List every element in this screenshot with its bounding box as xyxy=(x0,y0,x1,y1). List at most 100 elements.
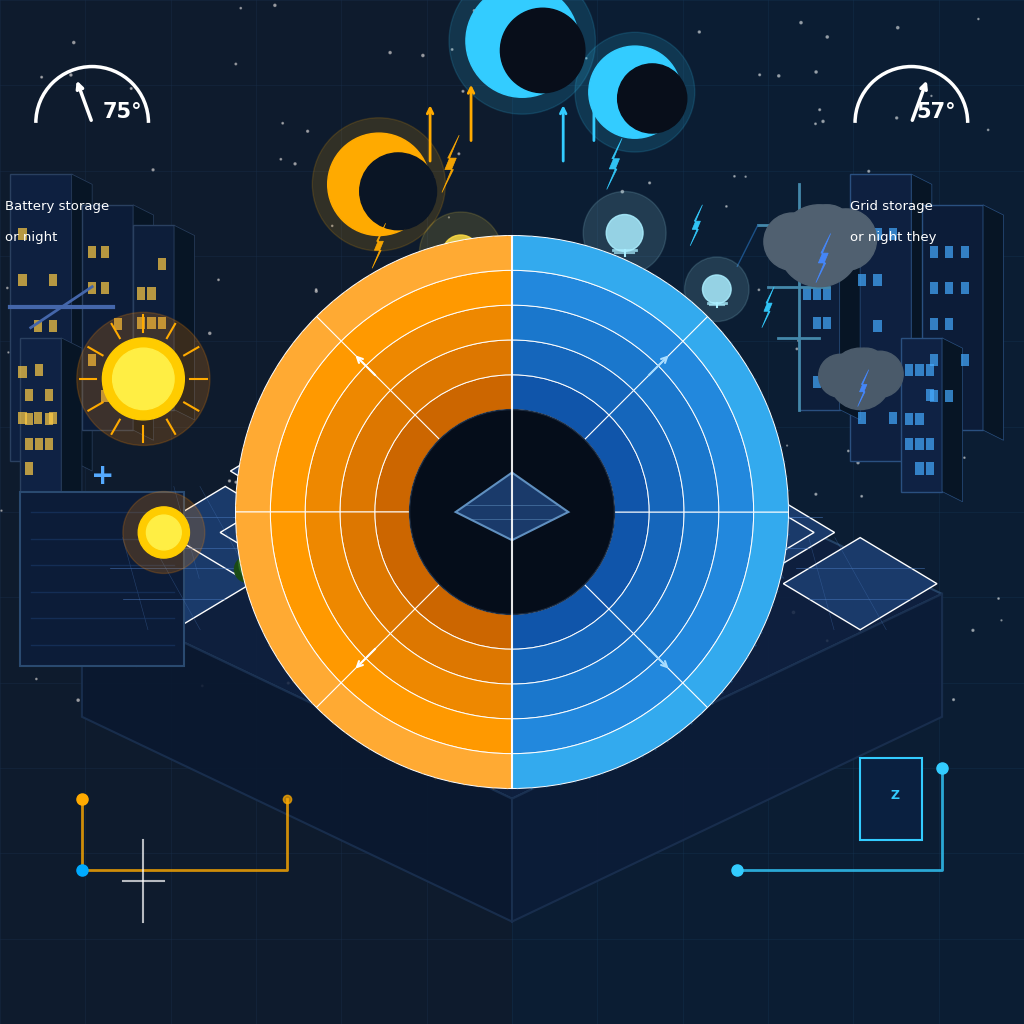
Point xyxy=(779,437,796,454)
Bar xyxy=(88,354,96,367)
Point xyxy=(791,333,807,349)
Point xyxy=(980,122,996,138)
Point xyxy=(667,72,683,88)
Bar xyxy=(25,438,33,451)
Point xyxy=(471,335,487,351)
Point xyxy=(555,602,571,618)
Point xyxy=(726,168,742,184)
Bar xyxy=(813,258,821,270)
Point xyxy=(807,116,823,132)
Polygon shape xyxy=(174,225,195,420)
Point xyxy=(142,319,159,336)
Point xyxy=(451,145,467,162)
Wedge shape xyxy=(585,415,649,512)
Point xyxy=(281,675,297,691)
Text: +: + xyxy=(91,462,114,490)
Point xyxy=(27,594,43,610)
Circle shape xyxy=(589,46,681,138)
Bar xyxy=(25,463,33,475)
Polygon shape xyxy=(840,225,860,420)
Circle shape xyxy=(778,205,860,287)
Polygon shape xyxy=(372,223,386,268)
Point xyxy=(299,123,315,139)
Wedge shape xyxy=(634,512,719,658)
Point xyxy=(771,68,787,84)
Circle shape xyxy=(556,434,591,468)
Wedge shape xyxy=(341,658,512,754)
Circle shape xyxy=(433,434,468,468)
Wedge shape xyxy=(316,683,512,788)
Point xyxy=(59,380,76,396)
Circle shape xyxy=(815,209,877,270)
Point xyxy=(970,11,986,28)
Point xyxy=(956,450,973,466)
Bar xyxy=(915,413,924,426)
Bar xyxy=(100,246,110,258)
Wedge shape xyxy=(305,366,390,512)
Circle shape xyxy=(593,484,618,511)
Bar xyxy=(961,354,969,367)
Polygon shape xyxy=(442,135,459,193)
Point xyxy=(788,341,805,357)
Wedge shape xyxy=(512,340,634,415)
Bar xyxy=(905,438,913,451)
Wedge shape xyxy=(270,512,366,683)
Wedge shape xyxy=(340,390,415,512)
Circle shape xyxy=(466,0,579,97)
Circle shape xyxy=(648,506,683,540)
Point xyxy=(728,452,744,468)
Point xyxy=(677,579,693,595)
Circle shape xyxy=(324,525,349,552)
Point xyxy=(641,175,657,191)
Polygon shape xyxy=(353,364,507,456)
Point xyxy=(687,701,703,718)
Point xyxy=(920,434,936,451)
Bar xyxy=(137,316,145,329)
Bar xyxy=(860,758,922,840)
Point xyxy=(38,643,54,659)
Circle shape xyxy=(123,492,205,573)
Circle shape xyxy=(429,443,455,470)
Wedge shape xyxy=(609,390,684,512)
Wedge shape xyxy=(512,658,683,754)
Polygon shape xyxy=(942,338,963,502)
Circle shape xyxy=(239,547,273,581)
Circle shape xyxy=(829,348,891,410)
Polygon shape xyxy=(220,486,374,579)
Bar xyxy=(926,438,934,451)
Wedge shape xyxy=(609,512,684,634)
Point xyxy=(165,612,181,629)
Polygon shape xyxy=(816,233,830,283)
Bar xyxy=(45,388,53,400)
Point xyxy=(900,258,916,274)
Point xyxy=(417,536,433,552)
Point xyxy=(123,80,139,96)
Polygon shape xyxy=(415,384,568,476)
Polygon shape xyxy=(20,492,184,666)
Circle shape xyxy=(610,484,636,511)
Bar xyxy=(10,174,72,461)
Point xyxy=(456,632,472,648)
Point xyxy=(811,101,827,118)
Bar xyxy=(873,228,882,241)
Bar xyxy=(34,412,42,424)
Bar xyxy=(915,438,924,451)
Circle shape xyxy=(368,484,393,511)
Circle shape xyxy=(385,484,411,511)
Point xyxy=(373,180,389,197)
Circle shape xyxy=(764,213,821,270)
Point xyxy=(275,637,292,653)
Bar xyxy=(858,412,866,424)
Point xyxy=(362,624,379,640)
Circle shape xyxy=(310,516,345,550)
Bar xyxy=(889,412,897,424)
Point xyxy=(424,170,440,186)
Bar xyxy=(34,319,42,332)
Circle shape xyxy=(102,338,184,420)
Bar xyxy=(147,376,156,388)
Bar xyxy=(18,228,27,241)
Circle shape xyxy=(819,354,862,397)
Text: 57°: 57° xyxy=(916,101,956,122)
Polygon shape xyxy=(282,425,435,517)
Text: or night: or night xyxy=(5,230,57,244)
